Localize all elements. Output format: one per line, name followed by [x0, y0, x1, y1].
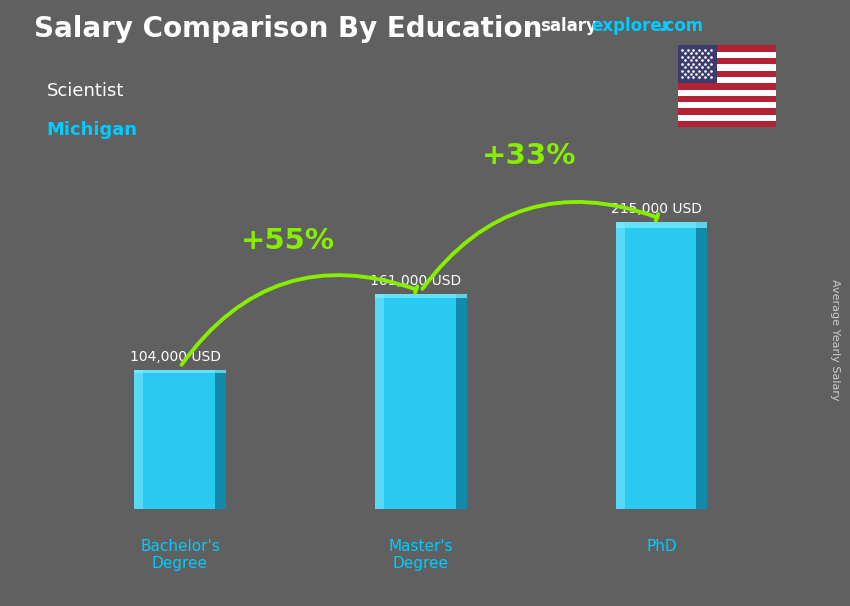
Text: salary: salary — [540, 17, 597, 35]
Bar — [134, 370, 225, 373]
Text: Scientist: Scientist — [47, 82, 124, 100]
Text: explorer: explorer — [591, 17, 670, 35]
Bar — [678, 108, 776, 115]
Text: PhD: PhD — [646, 539, 677, 554]
Bar — [134, 370, 225, 509]
Bar — [678, 58, 776, 64]
Bar — [215, 370, 225, 509]
Text: +33%: +33% — [482, 142, 576, 170]
Bar — [678, 77, 776, 83]
Bar — [678, 52, 776, 58]
Bar — [678, 64, 776, 71]
Bar — [696, 222, 707, 509]
Bar — [678, 102, 776, 108]
Bar — [678, 83, 776, 90]
Bar — [615, 222, 707, 228]
Bar — [678, 45, 776, 52]
Text: +55%: +55% — [241, 227, 335, 255]
Bar — [375, 295, 467, 298]
Bar — [615, 222, 707, 509]
Bar — [678, 45, 717, 83]
Text: Michigan: Michigan — [47, 121, 138, 139]
Text: 161,000 USD: 161,000 USD — [371, 274, 462, 288]
Bar — [134, 370, 144, 509]
Text: 215,000 USD: 215,000 USD — [611, 202, 702, 216]
Bar — [456, 295, 467, 509]
Text: Salary Comparison By Education: Salary Comparison By Education — [34, 15, 542, 43]
Text: .com: .com — [659, 17, 704, 35]
Bar — [678, 115, 776, 121]
Bar — [375, 295, 384, 509]
Bar — [678, 71, 776, 77]
Text: 104,000 USD: 104,000 USD — [129, 350, 221, 364]
Text: Bachelor's
Degree: Bachelor's Degree — [140, 539, 220, 571]
Bar — [678, 96, 776, 102]
Text: Master's
Degree: Master's Degree — [388, 539, 453, 571]
Bar — [615, 222, 625, 509]
Bar — [678, 90, 776, 96]
Bar — [678, 121, 776, 127]
Bar — [375, 295, 467, 509]
Text: Average Yearly Salary: Average Yearly Salary — [830, 279, 840, 400]
